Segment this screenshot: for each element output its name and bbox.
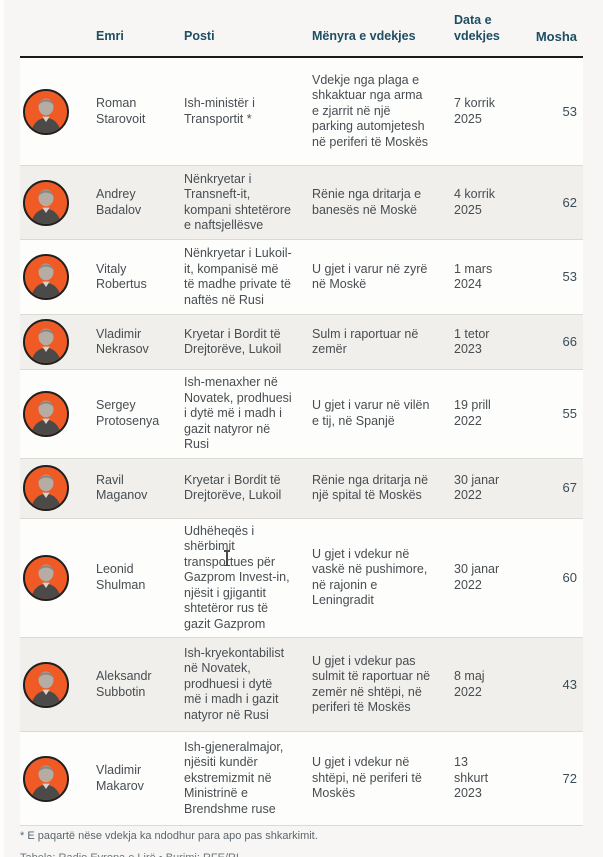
avatar xyxy=(23,319,69,365)
death-manner: U gjet i vdekur në shtëpi, në periferi t… xyxy=(312,755,422,801)
footnote: * E paqartë nëse vdekja ka ndodhur para … xyxy=(20,830,318,842)
table-row: Vladimir Nekrasov Kryetar i Bordit të Dr… xyxy=(20,315,583,370)
person-photo-icon xyxy=(25,256,67,298)
death-manner: Rënie nga dritarja e banesës në Moskë xyxy=(312,187,422,217)
column-header-death-date: Data e vdekjes xyxy=(454,13,500,43)
avatar xyxy=(23,390,69,437)
avatar-cell xyxy=(20,387,88,441)
column-header-age: Mosha xyxy=(535,28,577,44)
avatar xyxy=(23,554,69,601)
death-date: 13 shkurt 2023 xyxy=(454,755,489,801)
death-manner: U gjet i varur në vilën e tij, në Spanjë xyxy=(312,398,430,428)
person-position: Nënkryetar i Transneft-it, kompani shtet… xyxy=(184,171,292,233)
death-manner: Vdekje nga plaga e shkaktuar nga arma e … xyxy=(312,72,429,149)
table-row: Ravil Maganov Kryetar i Bordit të Drejto… xyxy=(20,458,583,519)
table-row: Vitaly Robertus Nënkryetar i Lukoil-it, … xyxy=(20,240,583,315)
data-table: Emri Posti Mënyra e vdekjes Data e vdekj… xyxy=(20,8,583,826)
column-header-position: Posti xyxy=(184,28,215,43)
death-date: 30 janar 2022 xyxy=(454,562,500,592)
person-name: Andrey Badalov xyxy=(96,187,142,217)
table-row: Aleksandr Subbotin Ish-kryekontabilist n… xyxy=(20,638,583,732)
column-header-death-manner: Mënyra e vdekjes xyxy=(312,28,416,43)
death-manner: Sulm i raportuar në zemër xyxy=(312,326,419,357)
person-photo-icon xyxy=(25,757,67,800)
person-age: 53 xyxy=(562,103,577,119)
person-photo-icon xyxy=(25,392,67,435)
avatar-cell xyxy=(20,315,88,369)
header-avatar-spacer xyxy=(20,41,88,49)
credit-line: Tabela: Radio Evropa e Lirë • Burimi: RF… xyxy=(20,851,583,857)
person-age: 55 xyxy=(562,406,577,421)
death-date: 8 maj 2022 xyxy=(454,669,485,699)
avatar xyxy=(23,88,69,135)
person-photo-icon xyxy=(25,90,67,133)
person-age: 67 xyxy=(562,480,577,496)
person-age: 66 xyxy=(562,334,577,350)
left-edge-strip xyxy=(0,0,4,857)
person-name: Roman Starovoit xyxy=(96,96,146,126)
death-date: 1 mars 2024 xyxy=(454,261,493,292)
avatar xyxy=(23,254,69,300)
person-position: Ish-gjeneralmajor, njësiti kundër ekstre… xyxy=(184,739,284,816)
table-row: Roman Starovoit Ish-ministër i Transport… xyxy=(20,58,583,166)
person-name: Vladimir Makarov xyxy=(96,763,144,793)
table-row: Vladimir Makarov Ish-gjeneralmajor, njës… xyxy=(20,732,583,826)
person-name: Ravil Maganov xyxy=(96,472,148,503)
person-age: 43 xyxy=(562,676,577,692)
person-photo-icon xyxy=(25,181,67,224)
death-date: 19 prill 2022 xyxy=(454,398,491,428)
death-manner: Rënie nga dritarja në një spital të Mosk… xyxy=(312,472,429,503)
person-name: Leonid Shulman xyxy=(96,562,146,592)
person-position: Udhëheqës i shërbimit transportues për G… xyxy=(184,523,290,631)
person-photo-icon xyxy=(25,556,67,599)
person-position: Ish-menaxher në Novatek, prodhuesi i dyt… xyxy=(184,375,292,451)
avatar-cell xyxy=(20,752,88,806)
table-row: Andrey Badalov Nënkryetar i Transneft-it… xyxy=(20,166,583,240)
column-header-name: Emri xyxy=(96,28,124,43)
avatar-cell xyxy=(20,551,88,605)
person-age: 62 xyxy=(562,194,577,210)
person-position: Ish-ministër i Transportit * xyxy=(184,96,255,126)
person-photo-icon xyxy=(25,467,67,509)
table-footer: * E paqartë nëse vdekja ka ndodhur para … xyxy=(20,829,583,857)
table-row: Sergey Protosenya Ish-menaxher në Novate… xyxy=(20,370,583,459)
avatar xyxy=(23,661,69,708)
avatar-cell xyxy=(20,658,88,712)
person-photo-icon xyxy=(25,321,67,363)
avatar-cell xyxy=(20,461,88,515)
death-date: 1 tetor 2023 xyxy=(454,326,490,357)
death-date: 30 janar 2022 xyxy=(454,472,500,503)
person-name: Sergey Protosenya xyxy=(96,398,160,428)
person-name: Aleksandr Subbotin xyxy=(96,669,152,699)
table-body: Roman Starovoit Ish-ministër i Transport… xyxy=(20,58,583,826)
person-position: Kryetar i Bordit të Drejtorëve, Lukoil xyxy=(184,326,282,357)
person-name: Vitaly Robertus xyxy=(96,261,147,292)
death-date: 7 korrik 2025 xyxy=(454,96,495,126)
avatar-cell xyxy=(20,250,88,304)
death-date: 4 korrik 2025 xyxy=(454,187,495,217)
person-position: Ish-kryekontabilist në Novatek, prodhues… xyxy=(184,645,285,722)
death-manner: U gjet i varur në zyrë në Moskë xyxy=(312,261,428,292)
avatar-cell xyxy=(20,176,88,230)
person-age: 72 xyxy=(562,770,577,786)
avatar xyxy=(23,465,69,511)
person-name: Vladimir Nekrasov xyxy=(96,326,149,357)
avatar-cell xyxy=(20,85,88,139)
avatar xyxy=(23,179,69,226)
person-position: Kryetar i Bordit të Drejtorëve, Lukoil xyxy=(184,472,282,503)
text-cursor-icon xyxy=(224,550,230,566)
table-row: Leonid Shulman Udhëheqës i shërbimit tra… xyxy=(20,518,583,638)
table-header-row: Emri Posti Mënyra e vdekjes Data e vdekj… xyxy=(20,8,583,58)
death-manner: U gjet i vdekur në vaskë në pushimore, n… xyxy=(312,546,428,608)
person-age: 60 xyxy=(562,570,577,585)
avatar xyxy=(23,755,69,802)
person-age: 53 xyxy=(562,269,577,285)
person-photo-icon xyxy=(25,663,67,706)
person-position: Nënkryetar i Lukoil-it, kompanisë më të … xyxy=(184,246,292,307)
death-manner: U gjet i vdekur pas sulmit të raportuar … xyxy=(312,653,431,715)
